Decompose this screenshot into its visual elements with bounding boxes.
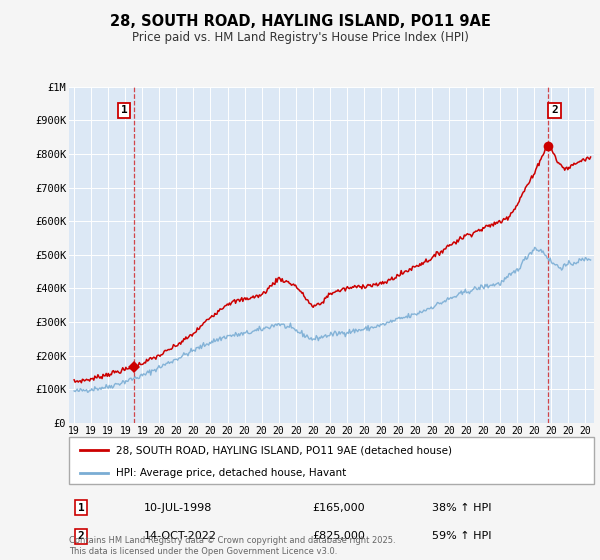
Text: HPI: Average price, detached house, Havant: HPI: Average price, detached house, Hava… [116,468,347,478]
Text: 28, SOUTH ROAD, HAYLING ISLAND, PO11 9AE: 28, SOUTH ROAD, HAYLING ISLAND, PO11 9AE [110,14,490,29]
Text: 38% ↑ HPI: 38% ↑ HPI [432,503,491,513]
Text: Price paid vs. HM Land Registry's House Price Index (HPI): Price paid vs. HM Land Registry's House … [131,31,469,44]
FancyBboxPatch shape [69,437,594,484]
Text: 14-OCT-2022: 14-OCT-2022 [144,531,217,542]
Text: 59% ↑ HPI: 59% ↑ HPI [432,531,491,542]
Text: £165,000: £165,000 [312,503,365,513]
Text: £825,000: £825,000 [312,531,365,542]
Text: 1: 1 [121,105,127,115]
Text: 28, SOUTH ROAD, HAYLING ISLAND, PO11 9AE (detached house): 28, SOUTH ROAD, HAYLING ISLAND, PO11 9AE… [116,445,452,455]
Text: 2: 2 [551,105,558,115]
Text: 1: 1 [77,503,85,513]
Text: 2: 2 [77,531,85,542]
Text: Contains HM Land Registry data © Crown copyright and database right 2025.
This d: Contains HM Land Registry data © Crown c… [69,536,395,556]
Text: 10-JUL-1998: 10-JUL-1998 [144,503,212,513]
